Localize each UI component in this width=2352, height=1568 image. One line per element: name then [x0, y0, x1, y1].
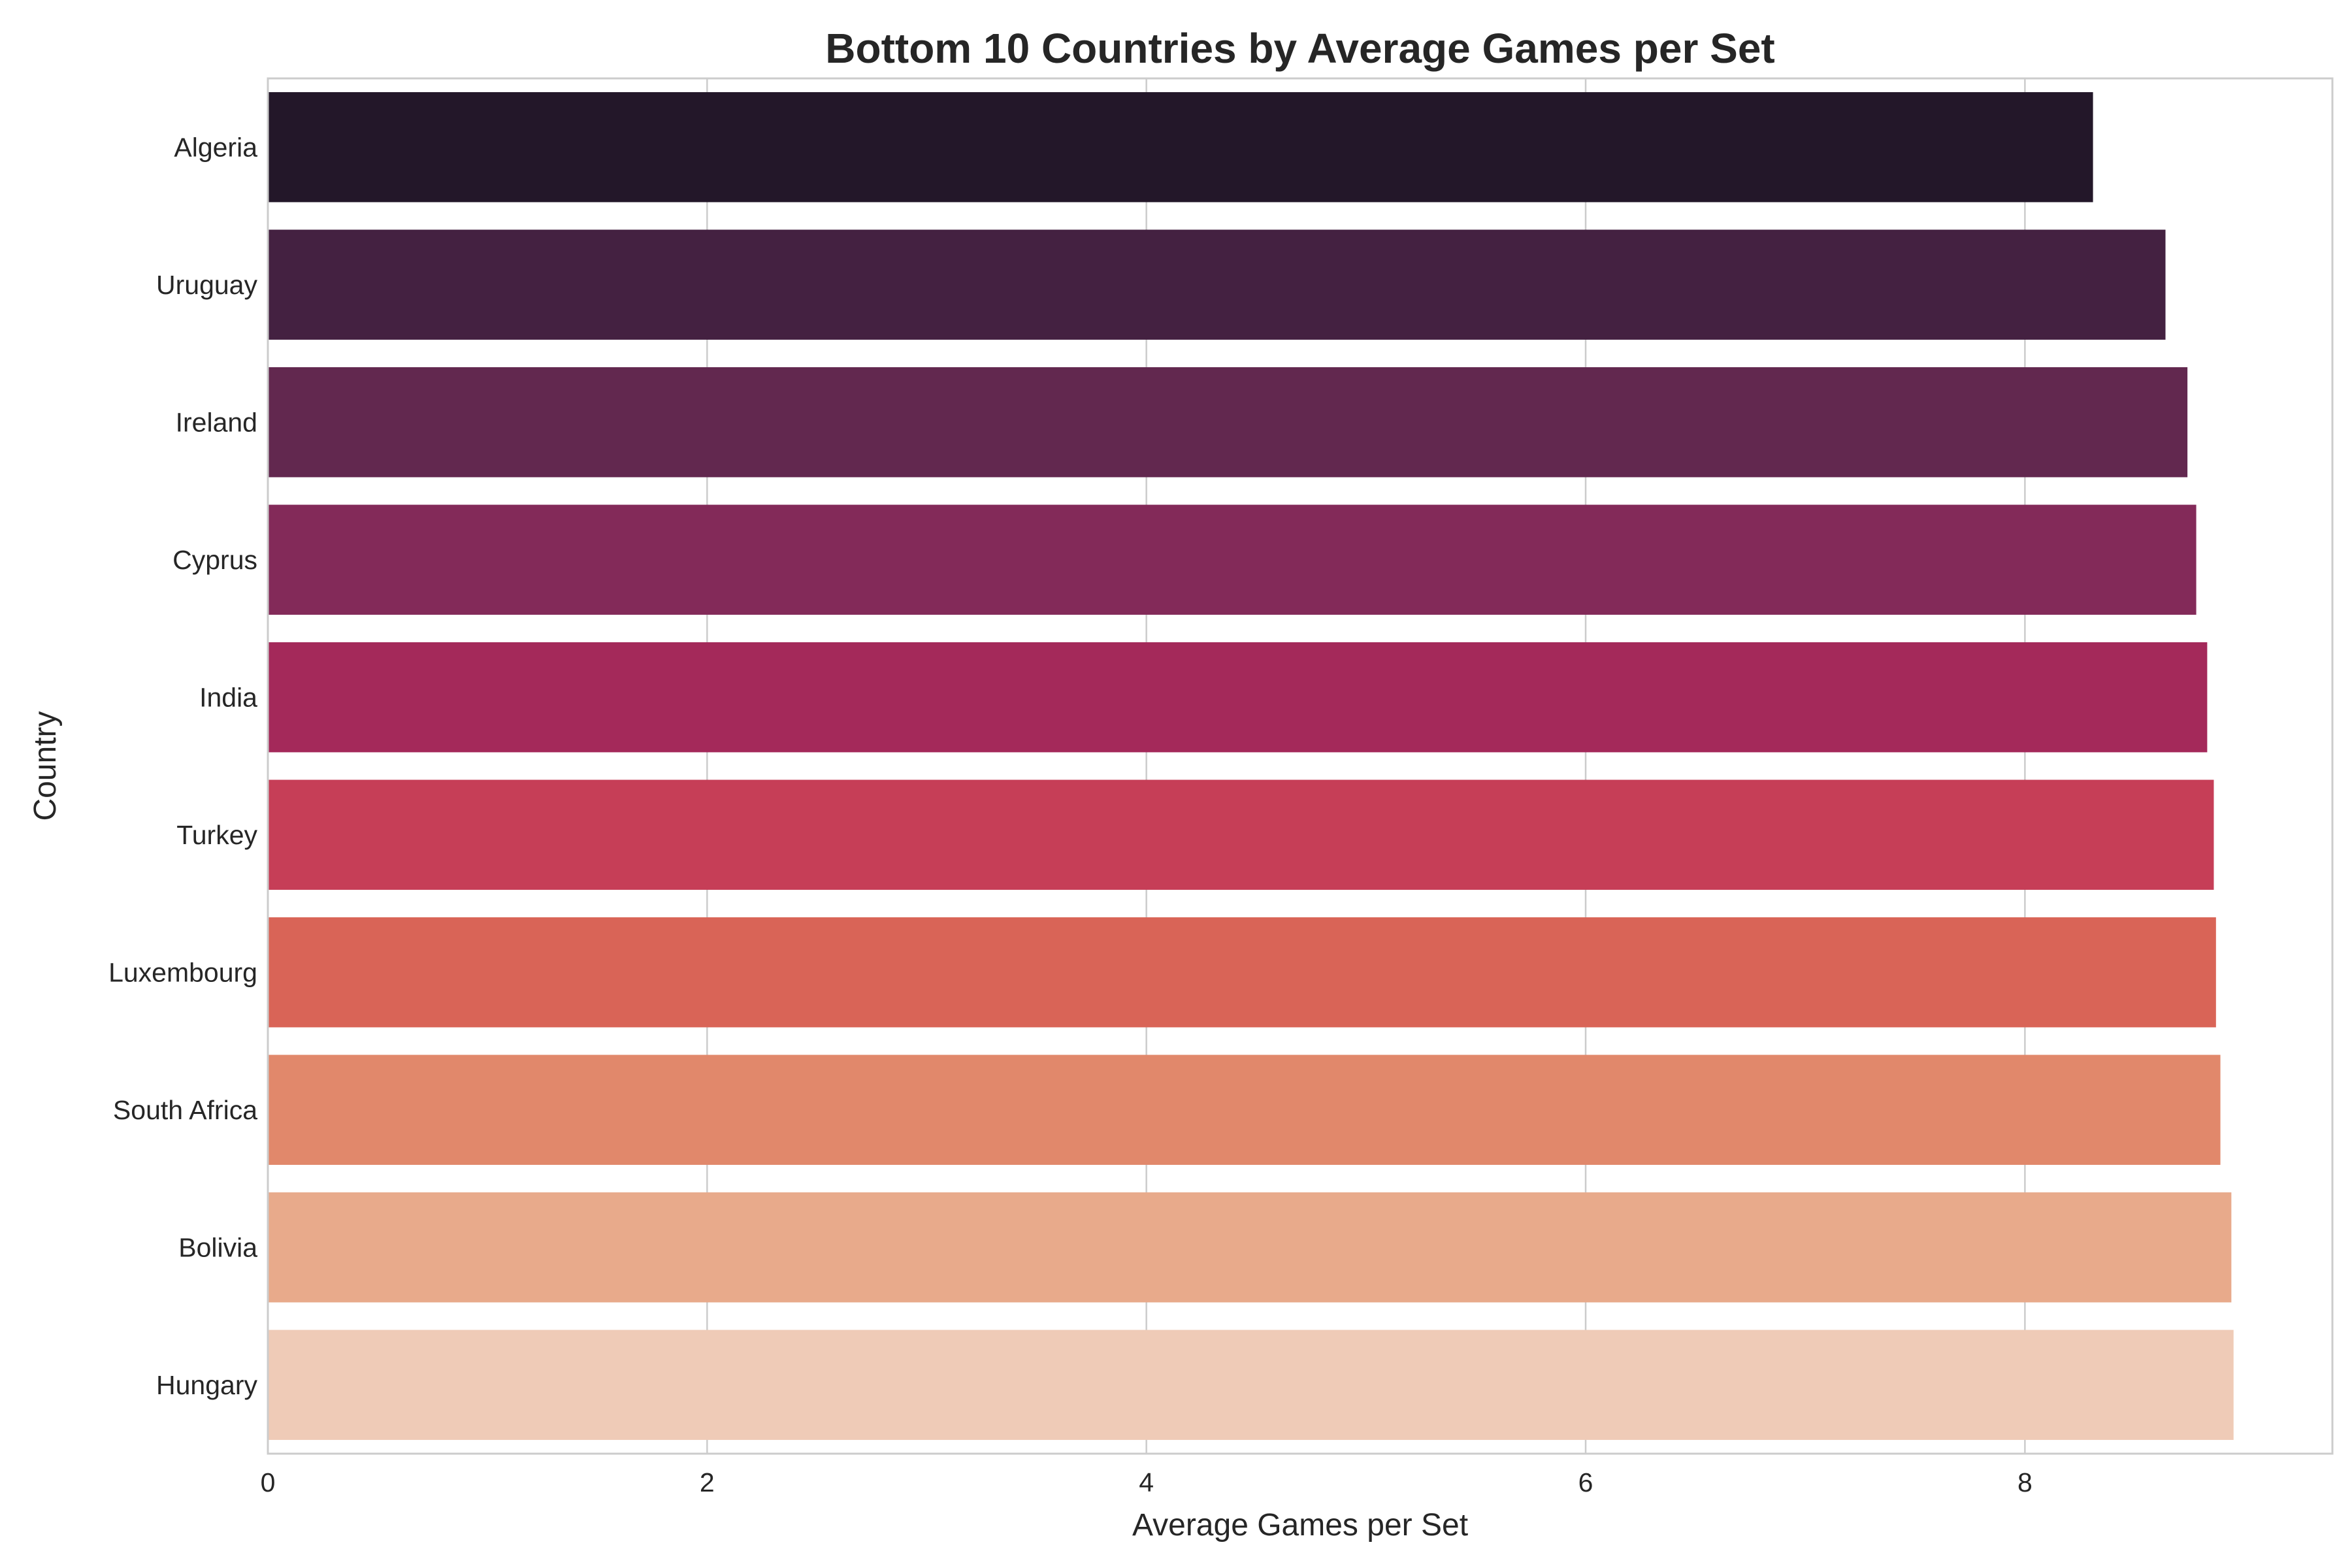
bar-algeria [268, 92, 2093, 203]
y-tick-label: Bolivia [178, 1232, 257, 1262]
bar-bolivia [268, 1192, 2232, 1303]
bar-south-africa [268, 1054, 2221, 1165]
x-tick-label: 4 [1139, 1467, 1154, 1497]
y-tick-label: Cyprus [172, 545, 257, 575]
x-tick-label: 6 [1578, 1467, 1593, 1497]
y-tick-label: Turkey [176, 820, 257, 850]
bar-hungary [268, 1330, 2234, 1440]
bar-turkey [268, 779, 2214, 890]
bar-ireland [268, 367, 2188, 478]
plot-frame [267, 77, 2334, 1455]
y-tick-label: Hungary [156, 1370, 257, 1400]
bar-india [268, 642, 2208, 753]
y-tick-label: Ireland [176, 407, 257, 437]
y-tick-labels: Algeria Uruguay Ireland Cyprus India Turkey Lu… [108, 132, 257, 1400]
bars [268, 92, 2234, 1440]
y-tick-label: South Africa [113, 1095, 257, 1125]
x-tick-labels: 0 2 4 6 8 [261, 1467, 2033, 1497]
x-axis-label: Average Games per Set [1132, 1508, 1468, 1543]
x-tick-label: 2 [700, 1467, 715, 1497]
y-tick-label: Uruguay [156, 270, 257, 300]
y-tick-label: Luxembourg [108, 957, 257, 987]
bar-uruguay [268, 229, 2166, 340]
x-tick-label: 0 [261, 1467, 276, 1497]
bar-luxembourg [268, 917, 2216, 1028]
x-tick-label: 8 [2017, 1467, 2033, 1497]
y-tick-label: Algeria [174, 132, 257, 162]
y-tick-label: India [199, 682, 257, 712]
chart-title: Bottom 10 Countries by Average Games per… [825, 25, 1774, 72]
bar-cyprus [268, 504, 2197, 615]
y-axis-label: Country [28, 711, 63, 821]
